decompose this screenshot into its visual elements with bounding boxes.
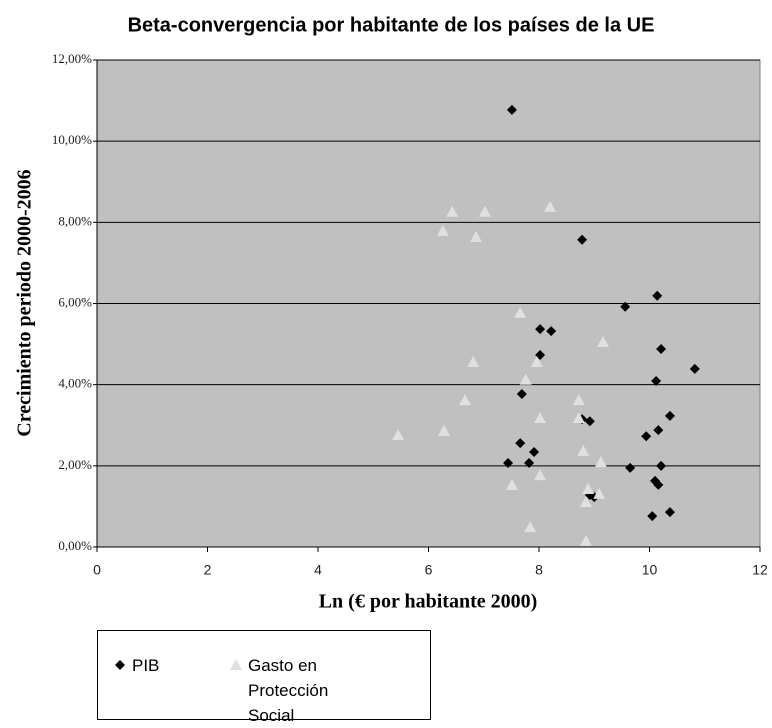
point	[594, 456, 607, 468]
y-tick-label: 6,00%	[58, 294, 92, 309]
point	[446, 205, 459, 217]
point	[514, 306, 527, 318]
point	[230, 659, 242, 670]
point	[647, 511, 658, 522]
point	[577, 444, 590, 456]
point	[572, 411, 585, 423]
point	[516, 389, 527, 400]
point	[535, 324, 546, 335]
page: {"chart_data": {"type": "scatter", "titl…	[13, 14, 768, 725]
x-tick-label: 12	[752, 562, 768, 578]
point	[544, 200, 557, 212]
point	[572, 394, 585, 406]
y-tick-label: 0,00%	[58, 538, 92, 553]
point	[664, 410, 675, 421]
point	[641, 431, 652, 442]
chart-title: Beta-convergencia por habitante de los p…	[128, 14, 655, 36]
point	[529, 447, 540, 458]
point	[503, 457, 514, 468]
x-tick-label: 6	[425, 562, 433, 578]
x-tick-label: 4	[314, 562, 322, 578]
legend-entry: PIB	[112, 653, 159, 678]
chart: Beta-convergencia por habitante de los p…	[14, 14, 768, 613]
x-tick-label: 0	[93, 562, 101, 578]
point	[524, 457, 535, 468]
point	[579, 495, 592, 507]
y-tick-label: 2,00%	[58, 457, 92, 472]
y-tick-label: 4,00%	[58, 376, 92, 391]
point	[515, 438, 526, 449]
point	[458, 394, 471, 406]
point	[689, 363, 700, 374]
point	[470, 230, 483, 242]
point	[651, 376, 662, 387]
point	[597, 336, 610, 348]
point	[392, 428, 405, 440]
point	[582, 482, 595, 494]
legend-entry: Gasto en Protección Social	[228, 653, 378, 728]
legend-label: Gasto en Protección Social	[248, 656, 329, 725]
point	[652, 290, 663, 301]
point	[656, 343, 667, 354]
y-tick-label: 10,00%	[52, 132, 92, 147]
point	[506, 104, 517, 115]
point	[534, 469, 547, 481]
x-tick-label: 10	[642, 562, 658, 578]
y-axis-label: Crecimiento periodo 2000-2006	[14, 169, 36, 436]
point	[530, 355, 543, 367]
y-tick-label: 12,00%	[52, 51, 92, 66]
point	[436, 224, 449, 236]
point	[579, 534, 592, 546]
x-tick-label: 8	[535, 562, 543, 578]
point	[653, 425, 664, 436]
x-axis-label: Ln (€ por habitante 2000)	[319, 591, 538, 613]
point	[478, 205, 491, 217]
x-tick-label: 2	[204, 562, 212, 578]
point	[505, 478, 518, 490]
y-tick-label: 8,00%	[58, 213, 92, 228]
point	[577, 234, 588, 245]
point	[620, 301, 631, 312]
legend-label: PIB	[132, 656, 160, 675]
point	[546, 326, 557, 337]
point	[437, 424, 450, 436]
legend: PIB Gasto en Protección Social	[97, 630, 431, 725]
point	[653, 479, 664, 490]
point	[534, 411, 547, 423]
point	[524, 521, 537, 533]
point	[593, 487, 606, 499]
point	[625, 462, 636, 473]
point	[467, 355, 480, 367]
point	[519, 373, 532, 385]
point	[115, 660, 125, 670]
legend-icon	[230, 659, 242, 670]
point	[584, 416, 595, 427]
point	[656, 460, 667, 471]
point	[664, 507, 675, 518]
legend-icon	[115, 660, 125, 670]
